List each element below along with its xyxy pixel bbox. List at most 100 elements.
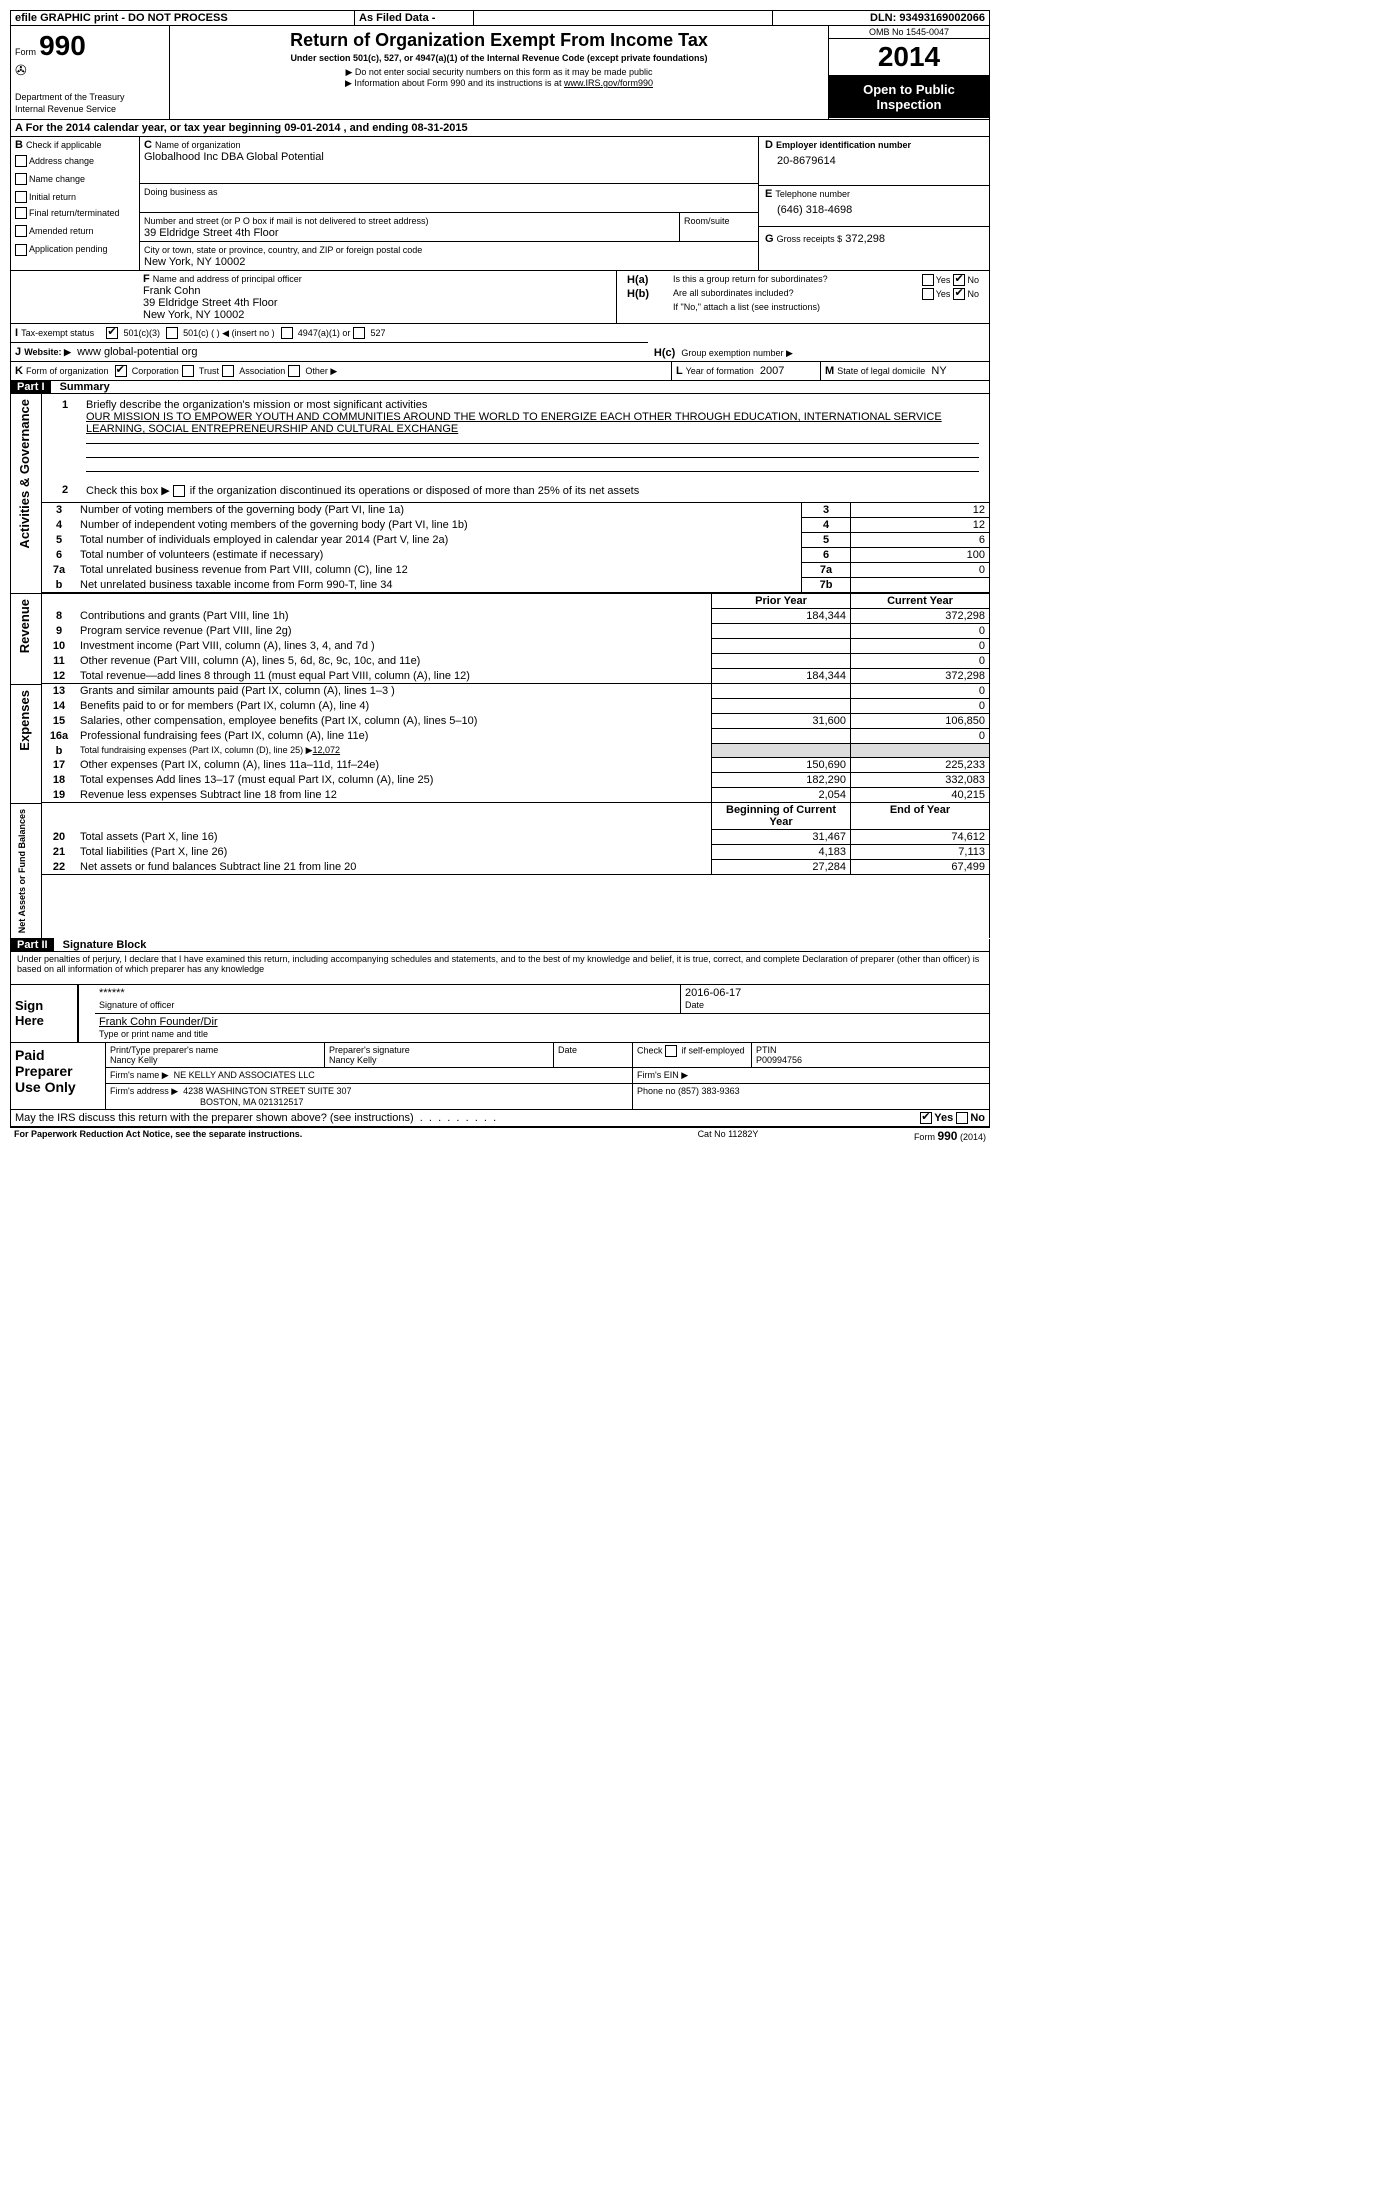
line13-prior <box>712 684 851 699</box>
as-filed-blank <box>474 11 773 26</box>
open-public: Open to Public Inspection <box>829 76 989 118</box>
line5-val: 6 <box>851 533 990 548</box>
discuss-text: May the IRS discuss this return with the… <box>15 1112 414 1124</box>
hb-yes-checkbox[interactable] <box>922 288 934 300</box>
form-header: Form 990 ✇ Department of the Treasury In… <box>10 26 990 120</box>
line9-text: Program service revenue (Part VIII, line… <box>76 624 712 639</box>
irs-label: Internal Revenue Service <box>15 104 116 114</box>
final-return-checkbox[interactable] <box>15 207 27 219</box>
4947-checkbox[interactable] <box>281 327 293 339</box>
b-label: Check if applicable <box>26 140 102 150</box>
officer-city: New York, NY 10002 <box>143 309 244 321</box>
line18-curr: 332,083 <box>851 773 990 788</box>
hb-text: Are all subordinates included? <box>669 287 865 301</box>
line5-text: Total number of individuals employed in … <box>76 533 802 548</box>
as-filed: As Filed Data - <box>355 11 474 26</box>
tax-status-label: Tax-exempt status <box>21 328 94 338</box>
officer-name: Frank Cohn <box>143 285 200 297</box>
line21-text: Total liabilities (Part X, line 26) <box>76 845 712 860</box>
line8-curr: 372,298 <box>851 609 990 624</box>
line9-curr: 0 <box>851 624 990 639</box>
row-k-l-m: K Form of organization Corporation Trust… <box>10 362 990 381</box>
initial-return-checkbox[interactable] <box>15 191 27 203</box>
ptin-value: P00994756 <box>756 1055 802 1065</box>
ha-text: Is this a group return for subordinates? <box>669 273 865 287</box>
firm-city: BOSTON, MA 021312517 <box>110 1097 303 1107</box>
assoc-checkbox[interactable] <box>222 365 234 377</box>
ein-label: Employer identification number <box>776 140 911 150</box>
side-activities: Activities & Governance <box>15 395 34 553</box>
line16a-prior <box>712 729 851 744</box>
other-checkbox[interactable] <box>288 365 300 377</box>
type-name-label: Type or print name and title <box>99 1029 208 1039</box>
prep-name-label: Print/Type preparer's name <box>110 1045 218 1055</box>
sig-stars: ****** <box>99 987 125 999</box>
prep-date-label: Date <box>554 1043 633 1068</box>
discuss-yes-checkbox[interactable] <box>920 1112 932 1124</box>
line12-prior: 184,344 <box>712 669 851 684</box>
ha-no-checkbox[interactable] <box>953 274 965 286</box>
discuss-row: May the IRS discuss this return with the… <box>10 1110 990 1128</box>
line20-text: Total assets (Part X, line 16) <box>76 830 712 845</box>
501c-checkbox[interactable] <box>166 327 178 339</box>
q2-checkbox[interactable] <box>173 485 185 497</box>
domicile-label: State of legal domicile <box>837 366 925 376</box>
paid-preparer-block: Paid Preparer Use Only Print/Type prepar… <box>10 1043 990 1110</box>
corp-checkbox[interactable] <box>115 365 127 377</box>
line15-text: Salaries, other compensation, employee b… <box>76 714 712 729</box>
hc-text: Group exemption number ▶ <box>681 348 792 358</box>
website-label: Website: ▶ <box>24 347 71 357</box>
line20-end: 74,612 <box>851 830 990 845</box>
line7b-text: Net unrelated business taxable income fr… <box>76 578 802 593</box>
year-range-start: For the 2014 calendar year, or tax year … <box>26 122 341 134</box>
form-label: Form <box>15 47 36 57</box>
line15-curr: 106,850 <box>851 714 990 729</box>
line14-curr: 0 <box>851 699 990 714</box>
ha-yes-checkbox[interactable] <box>922 274 934 286</box>
name-change-checkbox[interactable] <box>15 173 27 185</box>
line16a-curr: 0 <box>851 729 990 744</box>
line10-text: Investment income (Part VIII, column (A)… <box>76 639 712 654</box>
year-range-end: , and ending 08-31-2015 <box>344 122 468 134</box>
street: 39 Eldridge Street 4th Floor <box>144 227 279 239</box>
527-checkbox[interactable] <box>353 327 365 339</box>
row-i: I Tax-exempt status 501(c)(3) 501(c) ( )… <box>10 324 990 362</box>
form-title: Return of Organization Exempt From Incom… <box>180 30 818 51</box>
paid-preparer-label: Paid Preparer Use Only <box>11 1043 106 1110</box>
address-change-checkbox[interactable] <box>15 155 27 167</box>
line21-beg: 4,183 <box>712 845 851 860</box>
footer: For Paperwork Reduction Act Notice, see … <box>10 1128 990 1144</box>
line11-prior <box>712 654 851 669</box>
sig-officer-label: Signature of officer <box>99 1000 174 1010</box>
hb-no-checkbox[interactable] <box>953 288 965 300</box>
501c3-checkbox[interactable] <box>106 327 118 339</box>
ssn-note: ▶ Do not enter social security numbers o… <box>180 67 818 78</box>
line17-text: Other expenses (Part IX, column (A), lin… <box>76 758 712 773</box>
form-org-label: Form of organization <box>26 366 109 376</box>
line9-prior <box>712 624 851 639</box>
line20-beg: 31,467 <box>712 830 851 845</box>
irs-link[interactable]: www.IRS.gov/form990 <box>564 78 653 88</box>
room-label: Room/suite <box>684 216 730 226</box>
application-pending-checkbox[interactable] <box>15 244 27 256</box>
part1-header: Part I Summary <box>10 381 990 394</box>
line17-prior: 150,690 <box>712 758 851 773</box>
street-label: Number and street (or P O box if mail is… <box>144 216 428 226</box>
trust-checkbox[interactable] <box>182 365 194 377</box>
prep-sig: Nancy Kelly <box>329 1055 377 1065</box>
org-name: Globalhood Inc DBA Global Potential <box>144 151 324 163</box>
tax-year: 2014 <box>829 39 989 76</box>
self-employed-checkbox[interactable] <box>665 1045 677 1057</box>
line7a-val: 0 <box>851 563 990 578</box>
top-bar: efile GRAPHIC print - DO NOT PROCESS As … <box>10 10 990 26</box>
amended-return-checkbox[interactable] <box>15 225 27 237</box>
efile-notice: efile GRAPHIC print - DO NOT PROCESS <box>11 11 355 26</box>
discuss-no-checkbox[interactable] <box>956 1112 968 1124</box>
line13-curr: 0 <box>851 684 990 699</box>
dln: DLN: 93493169002066 <box>773 11 990 26</box>
info-note: ▶ Information about Form 990 and its ins… <box>180 78 818 89</box>
ptin-label: PTIN <box>756 1045 777 1055</box>
prep-name: Nancy Kelly <box>110 1055 158 1065</box>
side-expenses: Expenses <box>15 686 34 755</box>
side-net-assets: Net Assets or Fund Balances <box>15 805 29 937</box>
